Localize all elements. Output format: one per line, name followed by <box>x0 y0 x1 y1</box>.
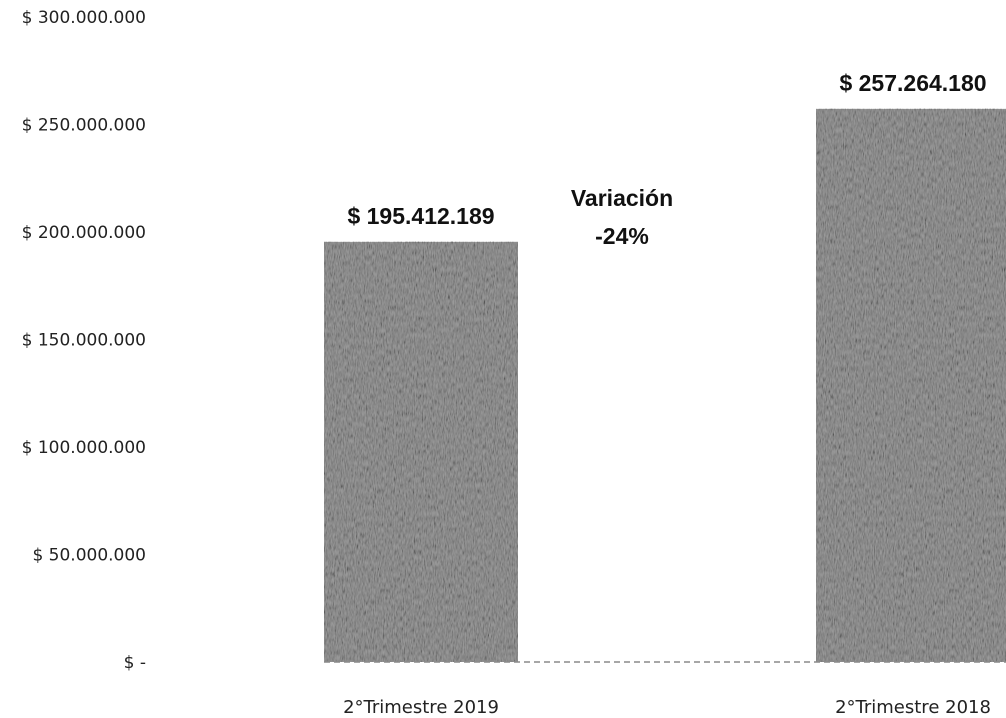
y-tick-label: $ 300.000.000 <box>22 8 146 28</box>
y-tick-label: $ 50.000.000 <box>32 546 146 566</box>
variation-label: Variación <box>571 185 673 211</box>
y-tick-label: $ 250.000.000 <box>22 116 146 136</box>
bar <box>324 241 518 662</box>
y-axis: $ - $ 50.000.000 $ 100.000.000 $ 150.000.00… <box>22 8 146 673</box>
y-tick-label: $ 150.000.000 <box>22 331 146 351</box>
bar-value-label: $ 195.412.189 <box>347 203 494 229</box>
y-tick-label: $ 200.000.000 <box>22 223 146 243</box>
bar <box>816 108 1006 662</box>
y-tick-label: $ - <box>124 653 146 673</box>
x-category-label: 2°Trimestre 2018 <box>835 697 991 718</box>
bars <box>324 108 1006 662</box>
bar-labels: $ 195.412.189 2°Trimestre 2019 $ 257.264.1… <box>343 70 991 718</box>
variation-value: -24% <box>595 223 649 249</box>
y-tick-label: $ 100.000.000 <box>22 438 146 458</box>
bar-value-label: $ 257.264.180 <box>839 70 986 96</box>
x-category-label: 2°Trimestre 2019 <box>343 697 499 718</box>
